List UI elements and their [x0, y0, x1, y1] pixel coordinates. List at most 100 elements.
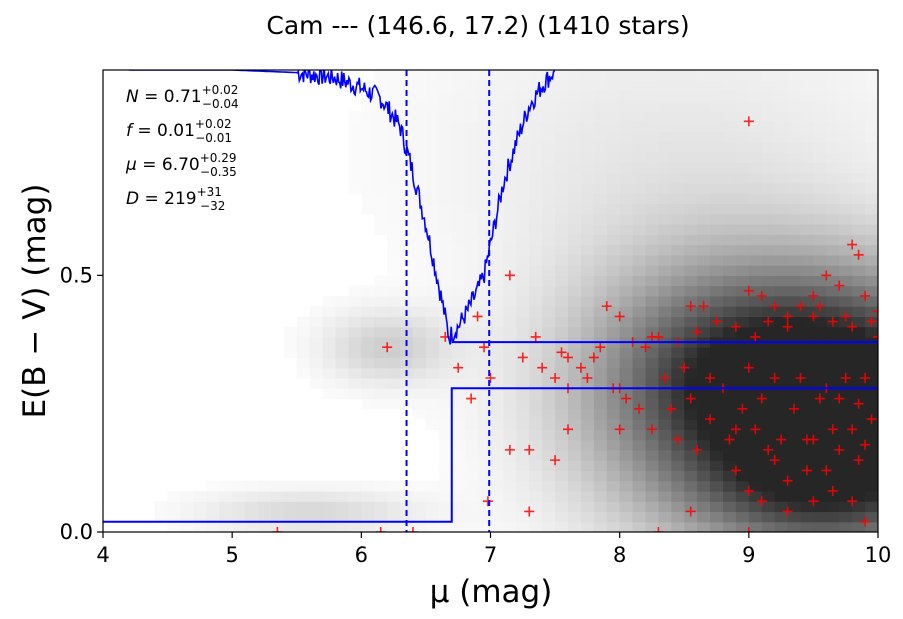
- density-cell: [774, 100, 789, 112]
- density-cell: [671, 121, 685, 133]
- density-cell: [826, 326, 840, 338]
- density-cell: [580, 511, 595, 523]
- density-cell: [413, 162, 427, 174]
- density-cell: [761, 367, 776, 379]
- density-cell: [658, 511, 672, 523]
- density-cell: [826, 234, 840, 246]
- density-cell: [619, 521, 634, 532]
- density-cell: [580, 490, 595, 502]
- density-cell: [245, 521, 259, 532]
- density-cell: [568, 152, 582, 163]
- density-cell: [438, 316, 453, 328]
- density-cell: [387, 193, 401, 205]
- density-cell: [735, 501, 750, 513]
- density-cell: [839, 501, 853, 513]
- density-cell: [800, 419, 815, 430]
- density-cell: [684, 449, 698, 461]
- density-cell: [774, 398, 789, 410]
- density-cell: [865, 480, 878, 492]
- density-cell: [438, 449, 453, 461]
- star-marker: [653, 527, 664, 532]
- likelihood-curve: [128, 70, 556, 345]
- density-cell: [839, 408, 853, 420]
- density-cell: [542, 152, 556, 163]
- density-cell: [787, 326, 802, 338]
- density-cell: [425, 121, 440, 133]
- density-cell: [787, 172, 802, 184]
- density-cell: [154, 501, 169, 513]
- star-marker: [485, 373, 496, 383]
- density-cell: [735, 275, 750, 287]
- density-cell: [593, 234, 608, 246]
- density-cell: [748, 306, 763, 317]
- density-cell: [852, 70, 866, 81]
- density-cell: [348, 131, 362, 143]
- density-cell: [787, 162, 802, 174]
- density-cell: [710, 70, 724, 81]
- density-cell: [774, 141, 789, 153]
- density-cell: [464, 90, 479, 102]
- density-cell: [529, 213, 543, 225]
- density-cell: [865, 254, 878, 266]
- density-cell: [387, 162, 401, 174]
- density-cell: [658, 131, 672, 143]
- density-cell: [516, 131, 530, 143]
- density-cell: [387, 70, 401, 81]
- density-cell: [774, 90, 789, 102]
- density-cell: [568, 244, 582, 256]
- density-cell: [632, 378, 647, 389]
- star-marker: [873, 331, 878, 342]
- density-cell: [865, 490, 878, 502]
- density-cell: [865, 367, 878, 379]
- density-cell: [477, 182, 492, 194]
- annotation-D: D = 219+31 −32: [126, 185, 225, 213]
- density-cell: [632, 182, 647, 194]
- density-cell: [632, 193, 647, 205]
- star-marker: [472, 311, 483, 322]
- density-cell: [826, 152, 840, 163]
- density-cell: [606, 234, 621, 246]
- density-cell: [606, 419, 621, 430]
- star-marker: [653, 331, 664, 342]
- density-cell: [593, 131, 608, 143]
- density-cell: [438, 460, 453, 471]
- density-cell: [800, 285, 815, 297]
- density-cell: [735, 470, 750, 482]
- density-cell: [632, 388, 647, 400]
- density-cell: [606, 203, 621, 215]
- density-cell: [723, 141, 737, 153]
- density-cell: [852, 470, 866, 482]
- density-cell: [425, 141, 440, 153]
- density-cell: [606, 285, 621, 297]
- density-cell: [839, 326, 853, 338]
- density-cell: [516, 234, 530, 246]
- density-cell: [619, 70, 634, 81]
- density-cell: [374, 357, 388, 369]
- density-cell: [568, 193, 582, 205]
- density-cell: [723, 367, 737, 379]
- density-cell: [258, 490, 272, 502]
- density-cell: [568, 254, 582, 266]
- x-tick-label: 6: [355, 543, 368, 567]
- density-cell: [438, 254, 453, 266]
- density-cell: [400, 203, 414, 215]
- density-cell: [387, 521, 401, 532]
- density-cell: [374, 501, 388, 513]
- density-cell: [839, 131, 853, 143]
- density-cell: [619, 285, 634, 297]
- density-cell: [348, 316, 362, 328]
- density-cell: [606, 347, 621, 359]
- density-cell: [348, 388, 362, 400]
- density-cell: [684, 316, 698, 328]
- density-cell: [800, 306, 815, 317]
- density-cell: [658, 408, 672, 420]
- density-cell: [632, 367, 647, 379]
- density-cell: [787, 295, 802, 307]
- density-cell: [865, 131, 878, 143]
- density-cell: [723, 111, 737, 122]
- density-cell: [684, 244, 698, 256]
- density-cell: [684, 275, 698, 287]
- density-cell: [283, 347, 298, 359]
- density-cell: [529, 100, 543, 112]
- density-cell: [387, 131, 401, 143]
